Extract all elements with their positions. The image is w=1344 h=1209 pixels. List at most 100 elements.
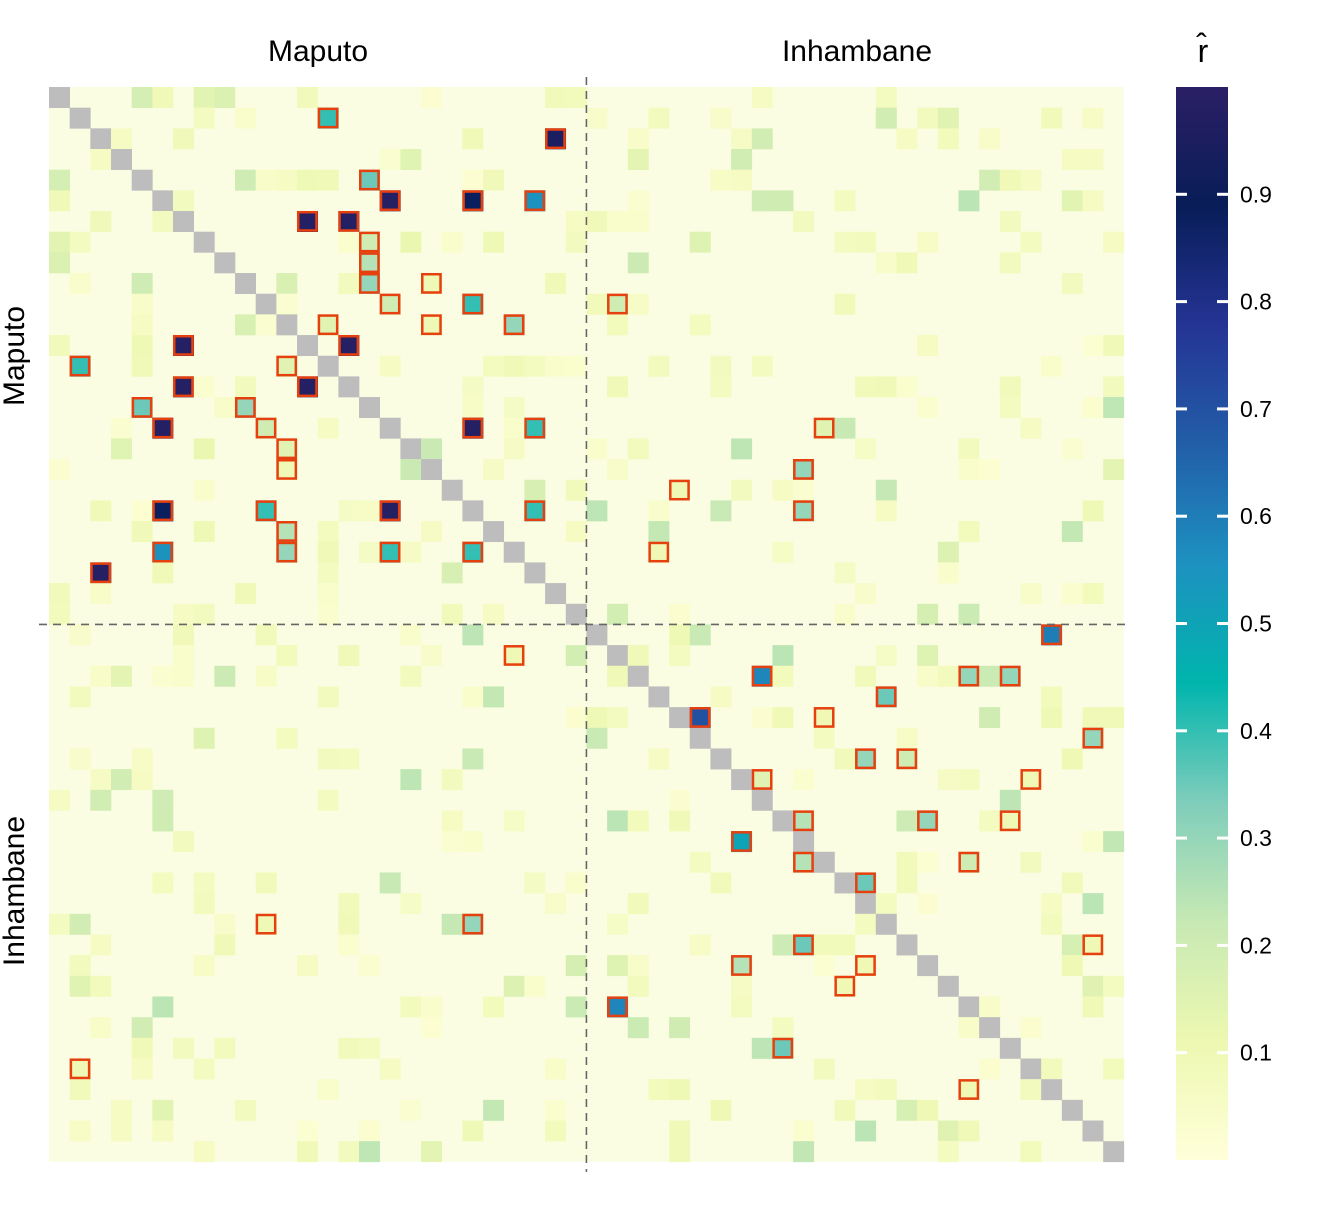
heatmap-cell	[1082, 583, 1104, 605]
heatmap-cell	[917, 810, 939, 832]
heatmap-cell	[173, 335, 194, 357]
heatmap-cell	[193, 727, 215, 749]
heatmap-cell	[1020, 231, 1042, 253]
highlight-box	[772, 1037, 794, 1059]
heatmap-cell	[999, 252, 1021, 274]
heatmap-cell	[607, 913, 629, 935]
heatmap-cell	[648, 1079, 670, 1101]
heatmap-cell	[834, 934, 856, 956]
diagonal-cell	[834, 872, 856, 894]
highlight-box	[793, 934, 814, 956]
heatmap-cell	[152, 1099, 174, 1121]
heatmap-cell	[359, 1120, 381, 1142]
heatmap-cell	[1082, 707, 1104, 729]
heatmap-cell	[503, 645, 525, 667]
heatmap-cell	[813, 707, 835, 729]
highlight-box	[276, 541, 298, 563]
heatmap-cell	[751, 190, 773, 212]
heatmap-cell	[834, 562, 856, 584]
heatmap-cell	[710, 1099, 732, 1121]
heatmap-cell	[400, 1099, 422, 1121]
highlight-box	[917, 810, 938, 832]
heatmap-cell	[813, 417, 835, 439]
heatmap-cell	[958, 603, 980, 625]
highlight-box	[379, 190, 401, 212]
highlight-box	[999, 810, 1021, 832]
heatmap-cell	[1020, 851, 1042, 873]
diagonal-cell	[131, 169, 153, 191]
heatmap-cell	[1020, 1079, 1042, 1101]
heatmap-cell	[152, 211, 174, 232]
heatmap-cell	[524, 190, 546, 212]
heatmap-cell	[421, 996, 443, 1018]
highlight-box	[152, 500, 174, 522]
heatmap-cell	[1103, 707, 1125, 729]
heatmap-cell	[90, 975, 112, 997]
heatmap-cell	[462, 748, 484, 770]
heatmap-cell	[462, 686, 484, 708]
heatmap-cell	[503, 314, 525, 336]
heatmap-cell	[255, 872, 277, 894]
heatmap-cell	[173, 128, 194, 150]
heatmap-cell	[772, 934, 794, 956]
heatmap-cell	[173, 1037, 194, 1059]
heatmap-cell	[999, 211, 1021, 232]
heatmap-cell	[317, 1079, 339, 1101]
heatmap-cell	[131, 1017, 153, 1039]
heatmap-cell	[69, 624, 91, 646]
heatmap-cell	[1082, 335, 1104, 357]
heatmap-cell	[173, 645, 194, 667]
heatmap-cell	[669, 479, 691, 501]
heatmap-cell	[793, 1141, 815, 1163]
heatmap-cell	[999, 665, 1021, 687]
heatmap-cell	[710, 376, 732, 398]
diagonal-cell	[793, 831, 815, 853]
heatmap-cell	[875, 87, 897, 108]
heatmap-cell	[627, 955, 649, 977]
highlight-box	[607, 996, 628, 1018]
heatmap-cell	[317, 417, 339, 439]
heatmap-cell	[545, 1120, 567, 1142]
highlight-box	[276, 521, 298, 542]
heatmap-cell	[1082, 500, 1104, 522]
heatmap-cell	[338, 645, 360, 667]
heatmap-cell	[524, 872, 546, 894]
heatmap-cell	[545, 355, 567, 377]
heatmap-cell	[855, 438, 877, 460]
heatmap-cell	[669, 1120, 691, 1142]
heatmap-cell	[586, 727, 608, 749]
heatmap-cell	[937, 1120, 959, 1142]
heatmap-cell	[772, 1017, 794, 1039]
heatmap-cell	[379, 541, 401, 563]
highlight-box	[462, 293, 484, 315]
heatmap-cell	[193, 376, 215, 398]
legend-ticks: 0.1 0.2 0.3 0.4 0.5 0.6 0.7 0.8 0.9	[1176, 181, 1272, 1066]
heatmap-cell	[607, 955, 629, 977]
heatmap-cell	[627, 810, 649, 832]
diagonal-cell	[999, 1037, 1021, 1059]
heatmap-cell	[751, 665, 773, 687]
heatmap-cell	[1061, 190, 1083, 212]
heatmap-cell	[731, 479, 753, 501]
heatmap-cell	[731, 128, 753, 150]
heatmap-cell	[875, 686, 897, 708]
heatmap-cell	[193, 955, 215, 977]
heatmap-cell	[1041, 107, 1063, 129]
heatmap-cell	[462, 128, 484, 150]
heatmap-cell	[855, 913, 877, 935]
heatmap-cell	[545, 87, 567, 108]
heatmap-cell	[1061, 748, 1083, 770]
heatmap-cell	[421, 645, 443, 667]
highlight-box	[421, 272, 442, 294]
heatmap-cell	[607, 314, 629, 336]
heatmap-cell	[1082, 831, 1104, 853]
highlight-box	[131, 397, 153, 418]
heatmap-cell	[958, 521, 980, 543]
heatmap-cell	[421, 314, 443, 336]
diagonal-cell	[297, 335, 319, 357]
highlight-box	[338, 334, 360, 356]
heatmap-cell	[545, 1058, 567, 1080]
highlight-box	[1041, 624, 1062, 646]
diagonal-cell	[937, 975, 959, 997]
